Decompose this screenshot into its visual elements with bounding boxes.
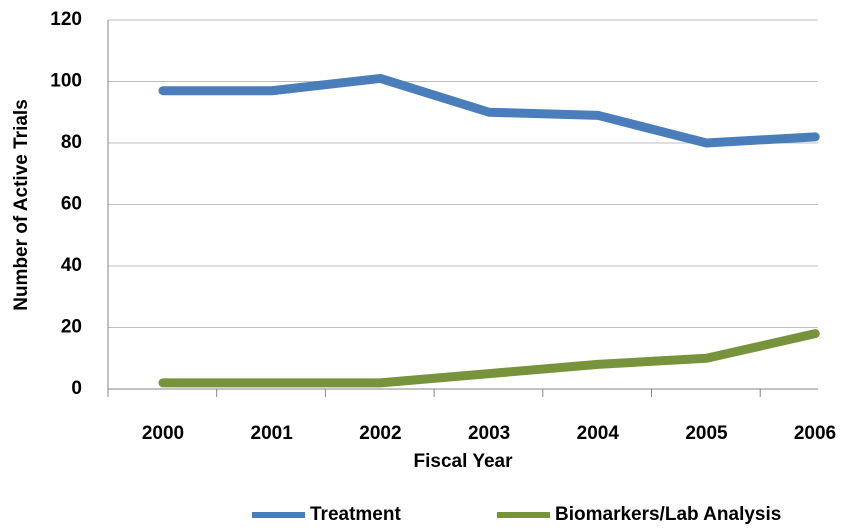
- x-tick-label: 2004: [577, 423, 620, 444]
- y-tick-label: 100: [50, 71, 82, 92]
- x-tick-label: 2005: [685, 423, 728, 444]
- y-axis-title: Number of Active Trials: [11, 99, 32, 311]
- series-line: [158, 329, 820, 388]
- y-tick-label: 0: [71, 378, 82, 399]
- y-tick-label: 40: [61, 255, 82, 276]
- x-tick-label: 2000: [142, 423, 184, 444]
- x-tick-label: 2002: [359, 423, 401, 444]
- x-tick-label: 2006: [794, 423, 836, 444]
- legend-label: Biomarkers/Lab Analysis: [555, 504, 781, 525]
- x-tick-label: 2001: [251, 423, 294, 444]
- x-axis-title: Fiscal Year: [414, 451, 514, 472]
- y-tick-label: 20: [61, 317, 82, 338]
- legend-label: Treatment: [310, 504, 401, 525]
- y-tick-label: 80: [61, 132, 82, 153]
- y-tick-label: 120: [50, 9, 82, 30]
- x-tick-label: 2003: [468, 423, 510, 444]
- y-tick-label: 60: [61, 194, 82, 215]
- series-line: [158, 73, 820, 148]
